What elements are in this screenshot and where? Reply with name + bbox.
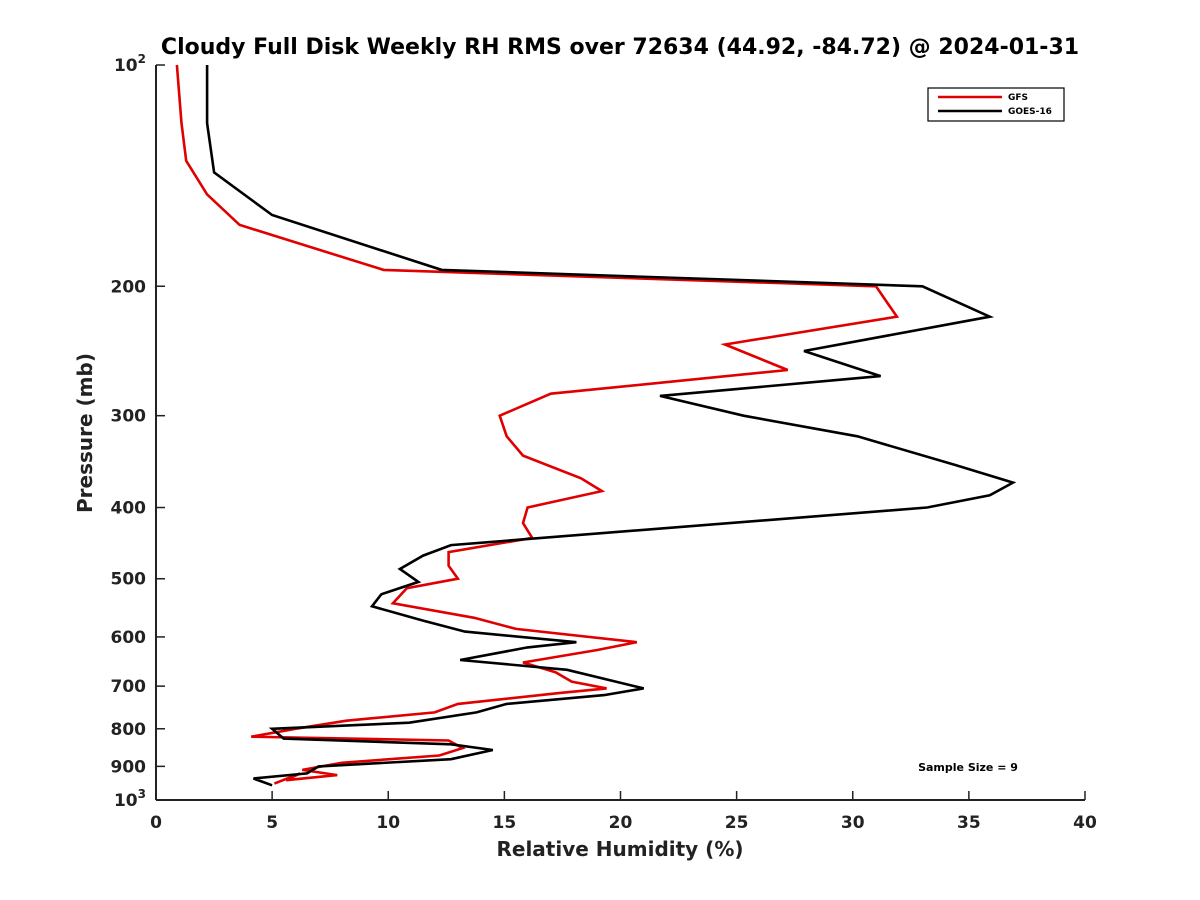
y-tick-label: 400 <box>111 499 147 519</box>
x-tick-label: 40 <box>1073 813 1097 833</box>
y-tick-label: 800 <box>111 720 147 740</box>
x-tick-label: 0 <box>150 813 162 833</box>
legend-label-goes16: GOES-16 <box>1008 107 1052 117</box>
chart-title: Cloudy Full Disk Weekly RH RMS over 7263… <box>161 35 1079 60</box>
y-tick-label: 300 <box>111 407 147 427</box>
axes: 0 5 10 15 20 25 30 35 40 102 200 300 400 500 600 700 800… <box>111 52 1097 833</box>
y-tick-label: 103 <box>114 787 146 811</box>
y-tick-label: 500 <box>111 570 147 590</box>
y-tick-label: 700 <box>111 677 147 697</box>
x-tick-label: 5 <box>266 813 278 833</box>
y-tick-label: 900 <box>111 757 147 777</box>
series-group <box>175 64 1017 787</box>
x-tick-label: 10 <box>376 813 400 833</box>
series-line-goes16 <box>205 65 1017 787</box>
y-tick-label: 102 <box>114 52 146 76</box>
sample-size-annotation: Sample Size = 9 <box>918 761 1018 774</box>
x-tick-label: 20 <box>609 813 633 833</box>
legend-box <box>927 87 1065 122</box>
y-axis-label: Pressure (mb) <box>73 353 97 513</box>
legend: GFS GOES-16 <box>927 87 1065 122</box>
x-tick-label: 35 <box>957 813 981 833</box>
legend-label-gfs: GFS <box>1008 93 1028 103</box>
x-tick-label: 15 <box>493 813 517 833</box>
y-tick-label: 600 <box>111 628 147 648</box>
x-tick-label: 30 <box>841 813 865 833</box>
y-tick-label: 200 <box>111 277 147 297</box>
x-tick-label: 25 <box>725 813 749 833</box>
x-axis-label: Relative Humidity (%) <box>496 837 743 861</box>
series-line-gfs <box>175 64 900 785</box>
